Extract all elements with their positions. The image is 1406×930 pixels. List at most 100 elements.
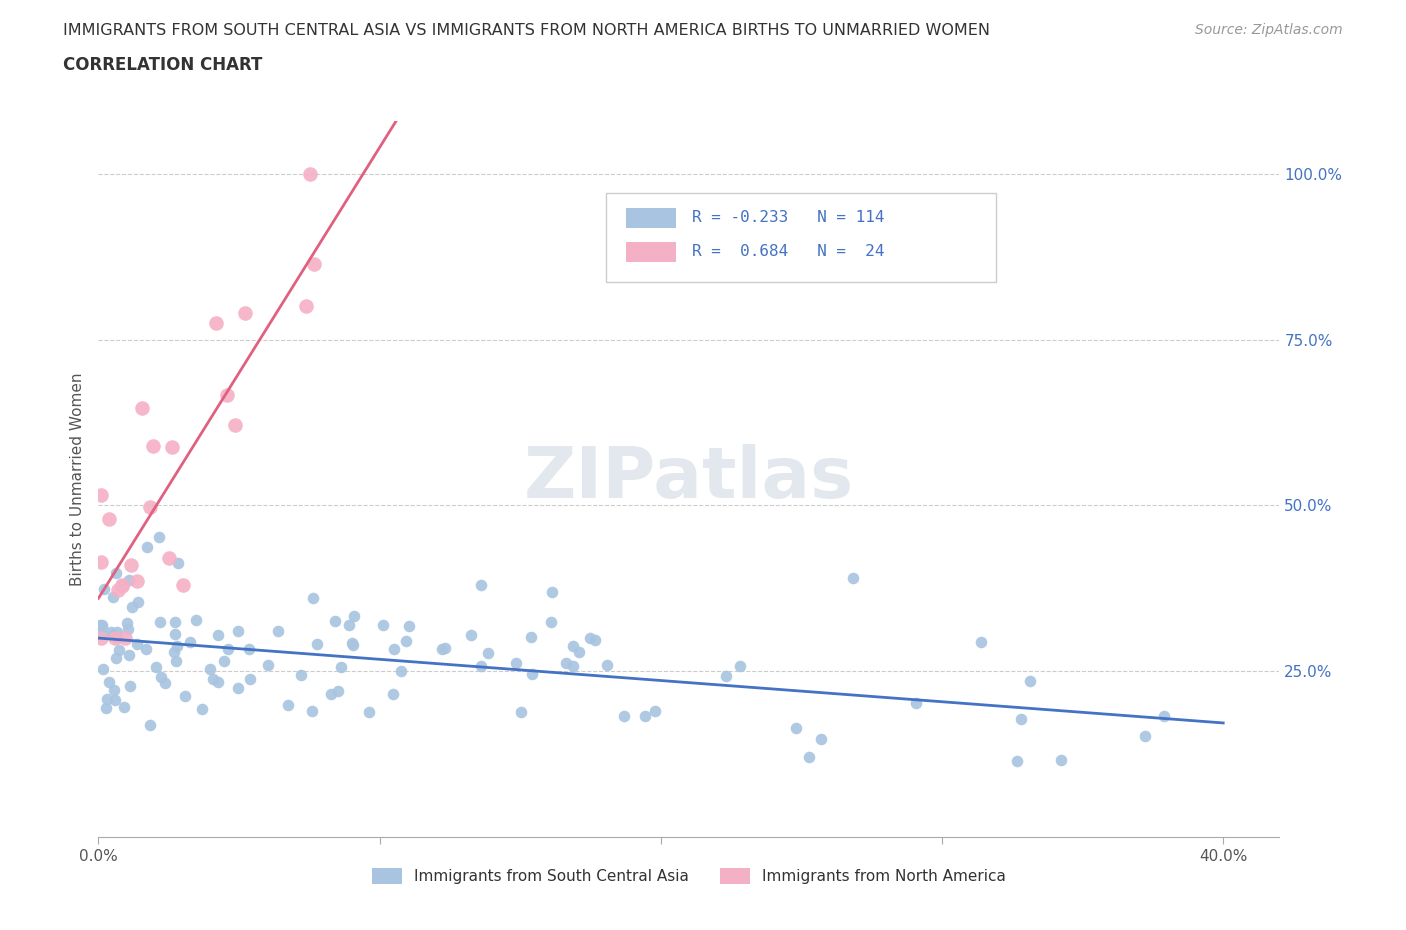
Point [214,654,236,669]
Point [634,709,657,724]
Point [1010,711,1032,726]
Point [93,582,115,597]
Point [842,570,865,585]
Point [160,439,183,454]
Point [149,615,172,630]
Point [395,633,418,648]
Point [204,316,226,331]
Point [157,551,180,565]
Point [1153,709,1175,724]
Point [90,554,112,569]
Point [165,627,187,642]
Point [96,692,118,707]
Point [101,628,124,643]
Point [125,574,148,589]
Point [121,600,143,615]
Y-axis label: Births to Unmarried Women: Births to Unmarried Women [69,372,84,586]
Point [166,638,188,653]
Point [217,387,239,402]
Point [505,656,527,671]
Point [1135,729,1157,744]
Point [1050,752,1073,767]
Point [302,591,325,605]
Point [970,634,993,649]
Point [226,623,249,638]
Point [561,638,583,653]
Point [257,658,280,672]
Point [104,650,127,665]
Point [294,299,316,313]
Point [509,705,531,720]
Point [96,700,118,715]
Point [323,614,346,629]
Point [433,640,456,655]
Point [301,704,323,719]
Point [541,584,564,599]
Point [343,608,366,623]
FancyBboxPatch shape [626,207,676,228]
Point [98,674,121,689]
Point [342,637,364,652]
Point [105,624,128,639]
Point [89,618,111,633]
Point [104,631,127,645]
Point [357,704,380,719]
Point [596,658,619,672]
Point [470,578,492,592]
Text: R =  0.684   N =  24: R = 0.684 N = 24 [693,245,884,259]
Point [117,622,139,637]
Point [905,696,928,711]
Point [118,647,141,662]
Point [139,717,162,732]
Point [111,578,134,592]
Point [470,659,492,674]
Point [224,418,246,432]
Point [91,619,114,634]
Point [100,624,122,639]
Point [98,512,121,526]
Point [104,565,127,580]
Point [267,624,290,639]
Point [714,669,737,684]
Point [120,558,142,573]
Point [568,644,591,659]
Legend: Immigrants from South Central Asia, Immigrants from North America: Immigrants from South Central Asia, Immi… [366,862,1012,890]
Point [138,499,160,514]
Point [337,618,360,632]
Point [163,644,186,659]
Point [579,631,602,645]
Point [90,631,112,645]
Point [520,630,543,644]
Point [432,642,454,657]
Point [290,668,312,683]
Point [107,643,129,658]
Point [238,642,260,657]
Text: ZIPatlas: ZIPatlas [524,445,853,513]
Point [135,641,157,656]
Point [371,618,394,633]
Point [118,679,141,694]
Text: R = -0.233   N = 114: R = -0.233 N = 114 [693,210,884,225]
Point [730,658,752,673]
Point [103,683,125,698]
Point [117,616,139,631]
Text: IMMIGRANTS FROM SOUTH CENTRAL ASIA VS IMMIGRANTS FROM NORTH AMERICA BIRTHS TO UN: IMMIGRANTS FROM SOUTH CENTRAL ASIA VS IM… [63,23,990,38]
Point [239,671,262,686]
Point [298,166,321,181]
Point [112,699,135,714]
Point [583,632,606,647]
Point [191,701,214,716]
Point [90,627,112,642]
Point [302,257,325,272]
Point [810,731,832,746]
Point [167,555,190,570]
Point [90,488,112,503]
Point [174,688,197,703]
Point [107,583,129,598]
Point [165,654,187,669]
Point [184,613,207,628]
Point [540,615,562,630]
Point [145,659,167,674]
Point [202,671,225,686]
FancyBboxPatch shape [606,193,995,282]
